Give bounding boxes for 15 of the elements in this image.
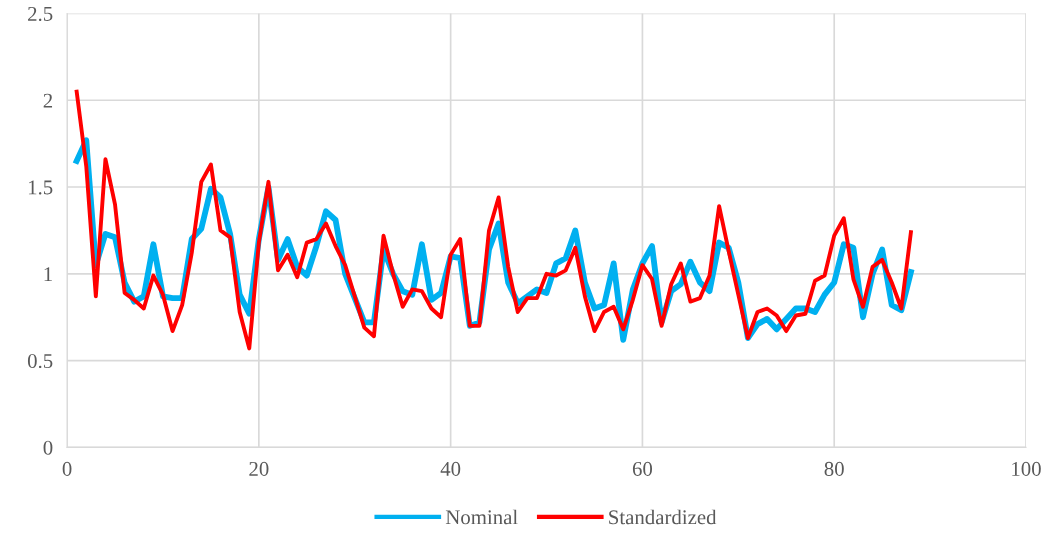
x-tick-label: 100 (1012, 461, 1041, 476)
legend-label: Standardized (609, 509, 717, 525)
y-tick-label: 0.5 (27, 353, 53, 369)
line-series (74, 89, 913, 351)
y-tick-label: 2 (43, 93, 53, 108)
legend-label: Nominal (445, 509, 518, 525)
x-tick-label: 20 (249, 461, 269, 476)
x-tick-label: 40 (440, 461, 461, 476)
x-tick-label: 80 (824, 461, 844, 476)
y-tick-label: 2.5 (28, 6, 53, 21)
y-tick-label: 1.5 (28, 180, 53, 195)
y-tick-label: 0 (43, 440, 53, 455)
y-tick-label: 1 (44, 267, 52, 282)
x-tick-label: 0 (62, 461, 72, 476)
x-tick-label: 60 (632, 461, 653, 476)
